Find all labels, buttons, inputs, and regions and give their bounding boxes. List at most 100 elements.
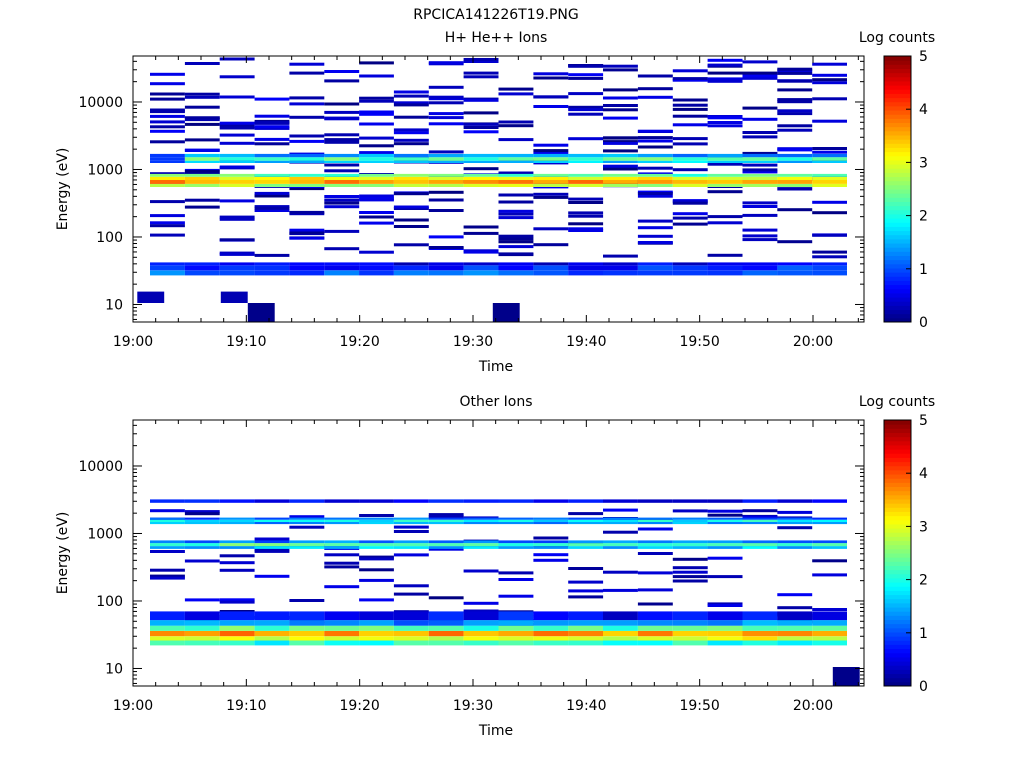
spectrogram-cell [777,98,813,102]
spectrogram-cell [498,540,534,544]
spectrogram-cell [359,157,394,161]
spectrogram-cell [219,598,255,602]
spectrogram-cell [707,519,743,522]
spectrogram-cell [568,197,604,201]
spectrogram-cell [463,71,499,75]
colorbar-tick-label: 0 [919,679,928,695]
spectrogram-cell [463,519,499,522]
spectrogram-cell [742,228,778,232]
spectrogram-cell [393,530,429,533]
colorbar-segment [884,607,911,612]
spectrogram-cell [777,112,813,116]
spectrogram-cell [637,129,673,133]
spectrogram-cell [428,596,464,600]
spectrogram-cell [707,640,743,646]
colorbar-segment [884,243,911,248]
spectrogram-cell [603,270,638,276]
spectrogram-cell [393,218,429,222]
colorbar-segment [884,222,911,227]
spectrogram-cell [568,184,604,187]
spectrogram-cell [533,160,569,163]
spectrogram-cell [742,262,778,266]
colorbar-segment [884,515,911,521]
spectrogram-cell [603,530,638,534]
spectrogram-cell [428,543,464,547]
spectrogram-cell [672,620,708,626]
colorbar-segment [884,263,911,269]
spectrogram-cell [603,546,638,549]
spectrogram-cell [324,138,360,142]
spectrogram-cell [150,157,185,161]
colorbar-segment [884,105,911,111]
spectrogram-cell [150,611,185,621]
spectrogram-cell [672,570,708,574]
spectrogram-cell [324,247,360,251]
spectrogram-cell [603,184,638,187]
colorbar-segment [884,288,911,294]
spectrogram-cell [289,157,325,161]
spectrogram-cell [428,636,464,641]
colorbar-segment [884,648,911,654]
spectrogram-cell [568,636,604,641]
spectrogram-cell [568,157,604,161]
colorbar-segment [884,301,911,306]
spectrogram-cell [428,270,464,276]
spectrogram-cell [324,102,360,106]
spectrogram-cell [707,625,743,631]
spectrogram-cell [359,262,394,266]
spectrogram-cell [742,519,778,522]
spectrogram-cell [672,557,708,561]
spectrogram-cell [324,499,360,503]
spectrogram-cell [812,608,847,611]
spectrogram-cell [289,270,325,276]
spectrogram-cell [289,231,325,235]
spectrogram-cell [742,74,778,78]
spectrogram-cell [289,71,325,75]
spectrogram-cell [150,499,185,503]
spectrogram-cell [812,62,847,66]
spectrogram-cell [289,522,325,525]
spectrogram-cell [603,620,638,626]
spectrogram-cell [707,162,743,166]
spectrogram-cell [637,184,673,187]
colorbar-segment [884,652,911,658]
spectrogram-cell [812,200,847,204]
spectrogram-cell [359,514,394,517]
spectrogram-cell [359,543,394,547]
colorbar-segment [884,474,911,479]
spectrogram-cell [812,119,847,123]
spectrogram-cell [707,160,743,163]
spectrogram-cell [393,522,429,525]
spectrogram-cell [289,160,325,163]
spectrogram-cell [150,120,185,124]
spectrogram-cell [359,636,394,641]
spectrogram-cell [777,630,813,637]
spectrogram-cell [533,270,569,276]
y-tick-label: 100 [96,230,123,246]
spectrogram-cell [324,201,360,205]
spectrogram-cell [498,611,534,621]
colorbar-tick-label: 1 [919,262,928,278]
spectrogram-cell [533,536,569,540]
spectrogram-cell [359,640,394,646]
spectrogram-cell [184,184,220,187]
spectrogram-cell [707,77,743,81]
spectrogram-cell [603,153,638,158]
spectrogram-cell [428,235,464,239]
spectrogram-cell [637,546,673,549]
spectrogram-cell [463,499,499,503]
spectrogram-cell [637,87,673,91]
spectrogram-cell [498,209,534,213]
spectrogram-cell [672,142,708,146]
spectrogram-cell [603,630,638,637]
y-tick-label: 1000 [87,526,123,542]
spectrogram-cell [359,215,394,219]
colorbar-segment [884,126,911,132]
spectrogram-cell [428,630,464,637]
spectrogram-cell [672,212,708,216]
spectrogram-cell [672,265,708,271]
spectrogram-cell [498,200,534,204]
spectrogram-cell [184,519,220,522]
spectrogram-cell [492,303,520,322]
spectrogram-cell [672,575,708,579]
